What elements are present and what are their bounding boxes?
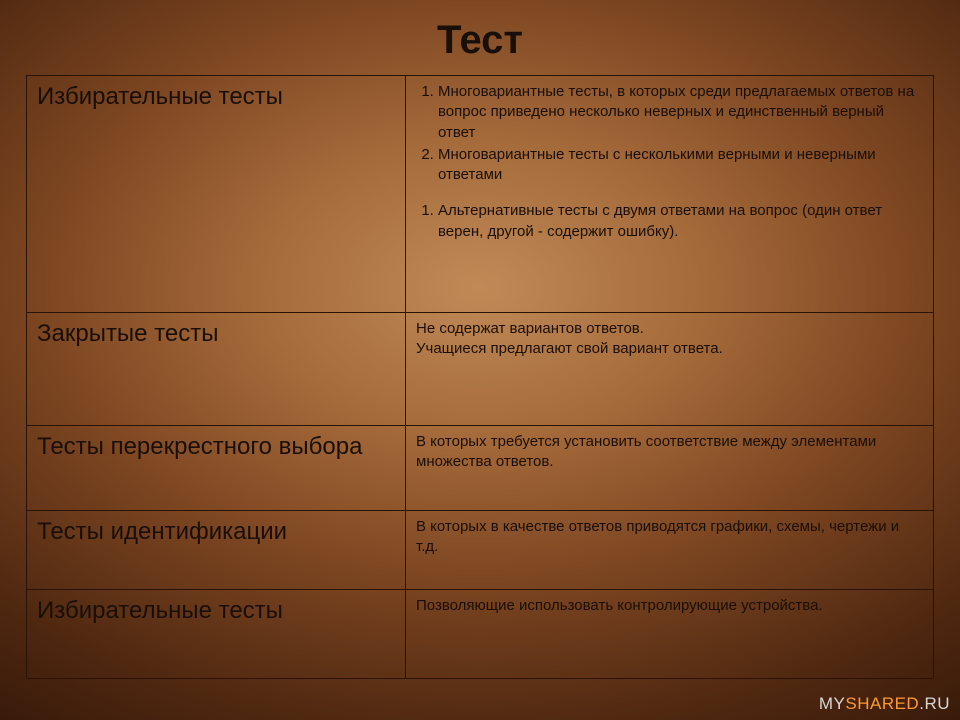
row-desc: Не содержат вариантов ответов. Учащиеся … (406, 313, 934, 426)
table-row: Закрытые тесты Не содержат вариантов отв… (27, 313, 934, 426)
row-label: Тесты перекрестного выбора (27, 426, 406, 511)
watermark-part: MY (819, 694, 846, 713)
list-item: Альтернативные тесты с двумя ответами на… (438, 201, 923, 242)
watermark: MYSHARED.RU (819, 694, 950, 714)
slide-title: Тест (0, 0, 960, 75)
row-desc: В которых в качестве ответов приводятся … (406, 511, 934, 590)
row-label: Тесты идентификации (27, 511, 406, 590)
row-label: Закрытые тесты (27, 313, 406, 426)
row-desc: Позволяющие использовать контролирующие … (406, 590, 934, 679)
table-row: Избирательные тесты Многовариантные тест… (27, 76, 934, 313)
row-label: Избирательные тесты (27, 76, 406, 313)
table-row: Тесты идентификации В которых в качестве… (27, 511, 934, 590)
list-item: Многовариантные тесты, в которых среди п… (438, 82, 923, 143)
row-desc: Многовариантные тесты, в которых среди п… (406, 76, 934, 313)
watermark-part: .RU (919, 694, 950, 713)
watermark-part: SHARED (845, 694, 919, 713)
slide: Тест Избирательные тесты Многовариантные… (0, 0, 960, 720)
spacer (416, 187, 923, 201)
table-row: Тесты перекрестного выбора В которых тре… (27, 426, 934, 511)
ordered-list-2: Альтернативные тесты с двумя ответами на… (416, 201, 923, 242)
table-row: Избирательные тесты Позволяющие использо… (27, 590, 934, 679)
row-label: Избирательные тесты (27, 590, 406, 679)
list-item: Многовариантные тесты с несколькими верн… (438, 145, 923, 186)
ordered-list-1: Многовариантные тесты, в которых среди п… (416, 82, 923, 185)
row-desc: В которых требуется установить соответст… (406, 426, 934, 511)
test-types-table: Избирательные тесты Многовариантные тест… (26, 75, 934, 679)
